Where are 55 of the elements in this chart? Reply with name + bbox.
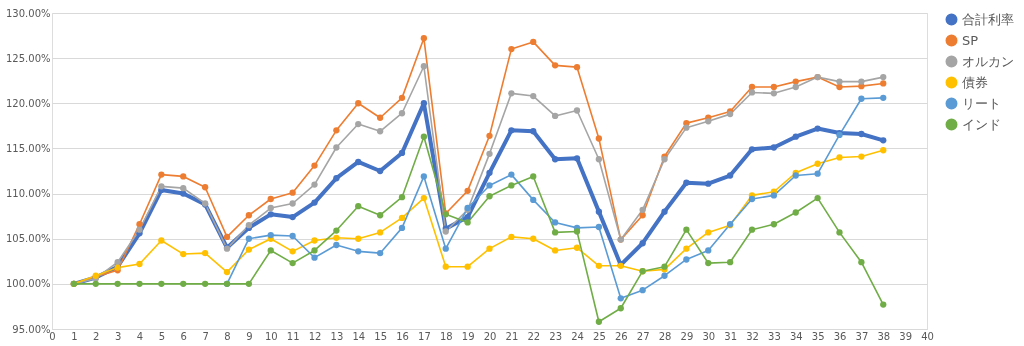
x-tick-label: 11: [286, 330, 300, 342]
y-tick-label: 100.00%: [6, 278, 51, 290]
x-tick-label: 21: [505, 330, 519, 342]
x-tick-label: 22: [527, 330, 541, 342]
x-tick-label: 9: [246, 330, 253, 342]
x-tick-label: 34: [789, 330, 803, 342]
x-tick-label: 24: [571, 330, 584, 342]
x-tick-label: 32: [746, 330, 759, 342]
x-tick-label: 29: [680, 330, 694, 342]
y-tick-label: 105.00%: [6, 233, 51, 245]
x-tick-label: 16: [396, 330, 409, 342]
legend-label: SP: [962, 32, 979, 48]
x-tick-label: 37: [855, 330, 869, 342]
x-tick-label: 31: [724, 330, 737, 342]
x-tick-label: 36: [833, 330, 847, 342]
x-tick-label: 33: [768, 330, 781, 342]
x-tick-label: 17: [418, 330, 431, 342]
x-tick-label: 35: [811, 330, 825, 342]
legend-label: リート: [962, 95, 1001, 111]
x-tick-label: 7: [202, 330, 209, 342]
x-tick-label: 5: [158, 330, 166, 342]
x-tick-label: 25: [593, 330, 606, 342]
x-tick-label: 19: [461, 330, 475, 342]
x-tick-label: 28: [658, 330, 672, 342]
x-tick-label: 3: [114, 330, 122, 342]
x-tick-label: 1: [71, 330, 78, 342]
x-tick-label: 40: [921, 330, 934, 342]
x-tick-label: 2: [93, 330, 100, 342]
x-tick-label: 20: [483, 330, 497, 342]
y-tick-label: 95.00%: [12, 323, 51, 335]
y-tick-label: 115.00%: [6, 142, 51, 154]
legend-label: インド: [962, 116, 1001, 132]
x-tick-label: 6: [180, 330, 187, 342]
x-tick-label: 30: [702, 330, 716, 342]
x-tick-label: 10: [264, 330, 278, 342]
x-tick-label: 14: [352, 330, 366, 342]
y-tick-label: 130.00%: [6, 7, 51, 19]
x-tick-label: 38: [877, 330, 891, 342]
legend-label: 債券: [962, 74, 988, 90]
x-tick-label: 4: [136, 330, 144, 342]
x-tick-label: 8: [224, 330, 231, 342]
y-tick-label: 110.00%: [6, 188, 51, 200]
x-tick-label: 27: [636, 330, 650, 342]
x-tick-label: 12: [308, 330, 322, 342]
x-tick-label: 18: [439, 330, 453, 342]
x-tick-label: 26: [614, 330, 628, 342]
x-tick-label: 15: [374, 330, 387, 342]
y-tick-label: 125.00%: [6, 52, 51, 64]
y-tick-label: 120.00%: [6, 97, 51, 109]
x-tick-label: 39: [899, 330, 912, 342]
legend-label: 合計利率: [962, 11, 1014, 27]
legend-label: オルカン: [962, 53, 1014, 69]
x-tick-label: 13: [330, 330, 344, 342]
x-tick-label: 0: [49, 330, 56, 342]
x-tick-label: 23: [549, 330, 562, 342]
